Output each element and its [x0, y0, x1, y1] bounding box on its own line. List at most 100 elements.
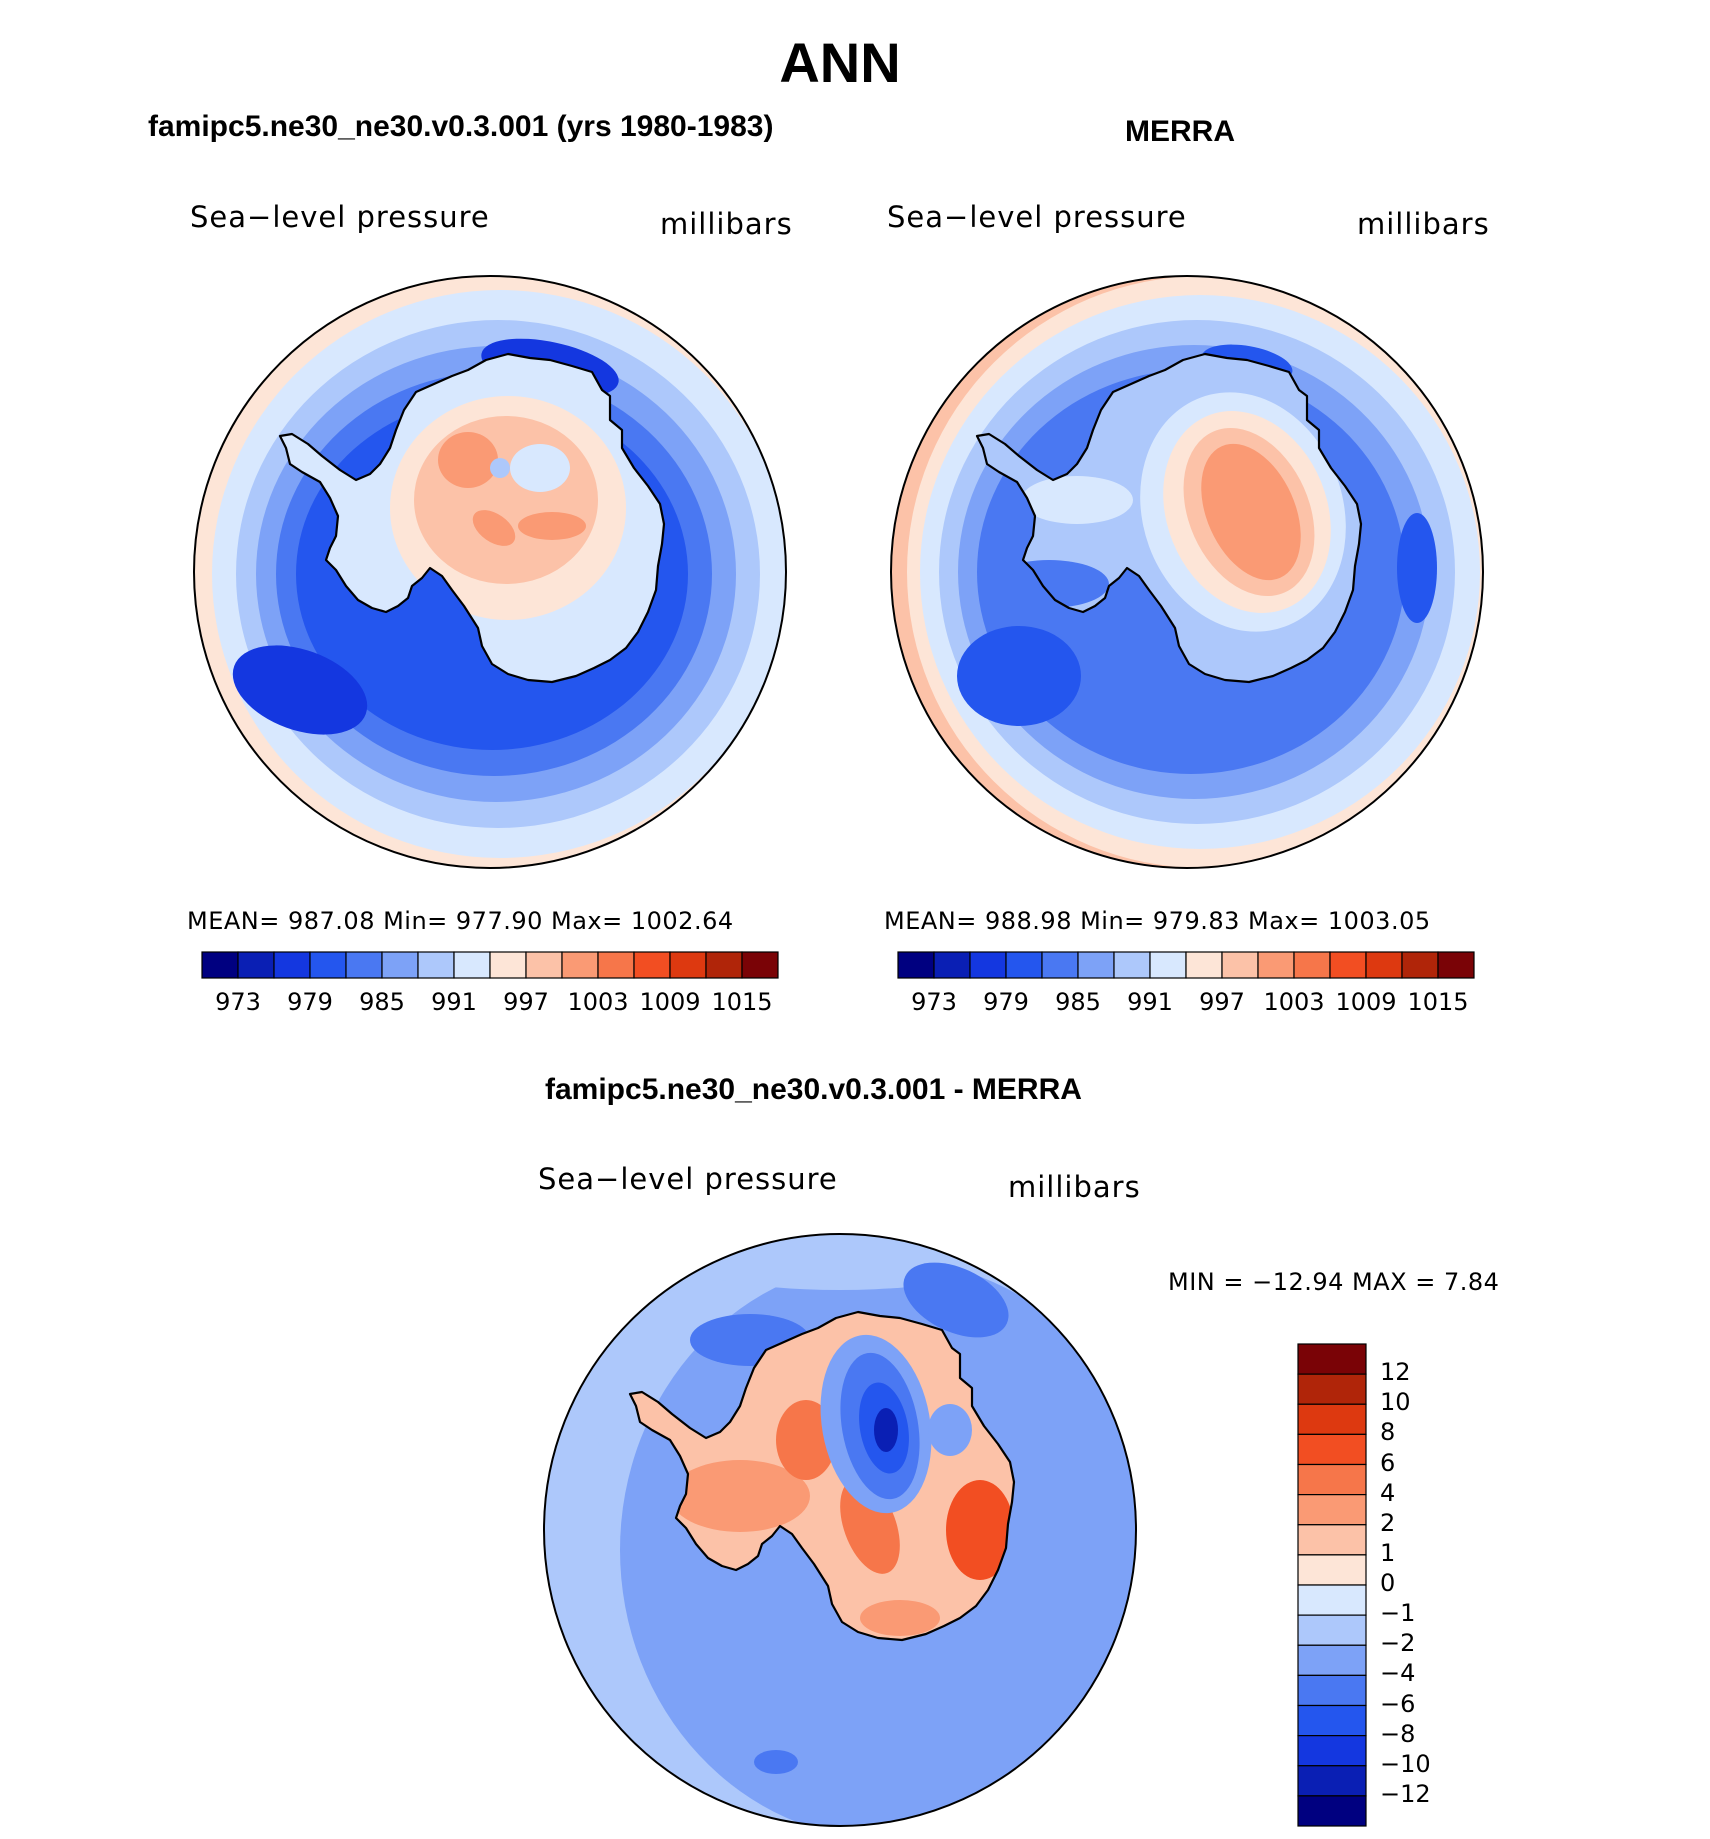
- difference-panel-title: famipc5.ne30_ne30.v0.3.001 - MERRA: [545, 1073, 1082, 1106]
- colorbar-swatch: [1297, 1704, 1367, 1737]
- pressure-contour: [472, 510, 516, 546]
- colorbar-swatch: [1297, 1554, 1367, 1586]
- model-panel-title: famipc5.ne30_ne30.v0.3.001 (yrs 1980-198…: [148, 110, 774, 143]
- colorbar-tick-label: 0: [1380, 1569, 1396, 1597]
- colorbar-tick-label: −8: [1380, 1719, 1416, 1748]
- colorbar-swatch: [345, 951, 383, 979]
- colorbar-tick-label: −12: [1380, 1779, 1431, 1808]
- difference-contour: [776, 1400, 836, 1480]
- colorbar-swatch: [1297, 1735, 1367, 1767]
- reference-stats: MEAN= 988.98 Min= 979.83 Max= 1003.05: [884, 907, 1431, 935]
- colorbar-tick-label: 997: [1199, 988, 1245, 1016]
- colorbar-swatch: [741, 951, 779, 979]
- difference-colorbar-ticks: 12 10 8 6 4 2 1 0 −1 −2 −4 −6 −8 −10 −12: [1380, 1342, 1500, 1828]
- pressure-contour: [1021, 476, 1133, 524]
- colorbar-swatch: [1149, 951, 1187, 979]
- map-boundary: [890, 275, 1484, 869]
- colorbar-tick-label: 979: [287, 988, 333, 1016]
- pressure-contour: [518, 512, 586, 540]
- colorbar-swatch: [669, 951, 707, 979]
- colorbar-swatch: [1041, 951, 1079, 979]
- colorbar-swatch: [933, 951, 971, 979]
- colorbar-swatch: [1297, 1584, 1367, 1616]
- colorbar-tick-label: 1015: [711, 988, 773, 1016]
- colorbar-swatch: [1365, 951, 1403, 979]
- colorbar-swatch: [633, 951, 671, 979]
- colorbar-swatch: [525, 951, 563, 979]
- difference-units-label: millibars: [1008, 1170, 1141, 1204]
- map-fill-group: [544, 1234, 1136, 1826]
- colorbar-tick-label: 1003: [567, 988, 629, 1016]
- colorbar-tick-label: 997: [503, 988, 549, 1016]
- colorbar-tick-label: 985: [359, 988, 405, 1016]
- colorbar-swatch: [1297, 1373, 1367, 1405]
- map-boundary: [543, 1233, 1137, 1827]
- colorbar-tick-label: −6: [1380, 1689, 1416, 1718]
- colorbar-swatch: [1297, 1463, 1367, 1496]
- map-fill-group: [891, 276, 1483, 868]
- colorbar-tick-label: 1009: [1335, 988, 1397, 1016]
- pressure-contour: [438, 432, 498, 488]
- colorbar-swatch: [201, 951, 239, 979]
- pressure-contour: [510, 444, 570, 492]
- difference-contour: [903, 1262, 1009, 1338]
- reference-units-label: millibars: [1357, 207, 1490, 241]
- difference-contour: [874, 1408, 898, 1452]
- difference-polar-map: [543, 1233, 1137, 1827]
- difference-contour: [544, 1410, 620, 1690]
- model-stats: MEAN= 987.08 Min= 977.90 Max= 1002.64: [187, 907, 734, 935]
- colorbar-swatch: [381, 951, 419, 979]
- colorbar-swatch: [1297, 1765, 1367, 1797]
- colorbar-swatch: [1297, 1494, 1367, 1526]
- model-polar-map: [193, 275, 787, 869]
- difference-contour: [670, 1460, 810, 1532]
- colorbar-swatch: [969, 951, 1007, 979]
- colorbar-tick-label: 1009: [639, 988, 701, 1016]
- colorbar-swatch: [1297, 1644, 1367, 1676]
- colorbar-swatch: [309, 951, 347, 979]
- colorbar-swatch: [489, 951, 527, 979]
- colorbar-swatch: [1297, 1433, 1367, 1466]
- difference-contour: [928, 1404, 972, 1456]
- pressure-contour: [1201, 443, 1301, 581]
- colorbar-swatch: [1297, 1403, 1367, 1435]
- colorbar-swatch: [1221, 951, 1259, 979]
- colorbar-swatch: [1293, 951, 1331, 979]
- colorbar-swatch: [273, 951, 311, 979]
- colorbar-tick-label: −4: [1380, 1659, 1416, 1688]
- colorbar-tick-label: 991: [431, 988, 477, 1016]
- colorbar-tick-label: −2: [1380, 1629, 1416, 1658]
- colorbar-swatch: [1297, 1524, 1367, 1556]
- colorbar-tick-label: −1: [1380, 1599, 1416, 1628]
- antarctica-coastline: [628, 1310, 1016, 1642]
- colorbar-swatch: [1437, 951, 1475, 979]
- model-colorbar: [201, 951, 779, 979]
- colorbar-swatch: [1257, 951, 1295, 979]
- reference-colorbar-ticks: 973 979 985 991 997 1003 1009 1015: [0, 988, 1710, 1018]
- colorbar-tick-label: 10: [1380, 1388, 1411, 1417]
- colorbar-swatch: [1005, 951, 1043, 979]
- colorbar-tick-label: −10: [1380, 1749, 1431, 1778]
- low-pressure-cell: [957, 626, 1081, 726]
- map-fill-group: [194, 276, 786, 868]
- colorbar-swatch: [1297, 1795, 1367, 1827]
- colorbar-swatch: [237, 951, 275, 979]
- map-boundary: [193, 275, 787, 869]
- reference-variable-label: Sea−level pressure: [887, 200, 1187, 234]
- colorbar-swatch: [1329, 951, 1367, 979]
- low-pressure-cell: [232, 645, 368, 735]
- model-variable-label: Sea−level pressure: [190, 200, 490, 234]
- colorbar-tick-label: 12: [1380, 1358, 1411, 1387]
- colorbar-swatch: [1077, 951, 1115, 979]
- colorbar-swatch: [453, 951, 491, 979]
- reference-panel-title: MERRA: [1125, 115, 1235, 148]
- difference-stats: MIN = −12.94 MAX = 7.84: [1168, 1268, 1500, 1296]
- reference-polar-map: [890, 275, 1484, 869]
- model-units-label: millibars: [660, 207, 793, 241]
- pressure-contour: [414, 416, 598, 584]
- colorbar-swatch: [561, 951, 599, 979]
- difference-contour: [860, 1600, 940, 1636]
- colorbar-swatch: [1401, 951, 1439, 979]
- colorbar-swatch: [1297, 1674, 1367, 1707]
- pressure-contour: [490, 458, 510, 478]
